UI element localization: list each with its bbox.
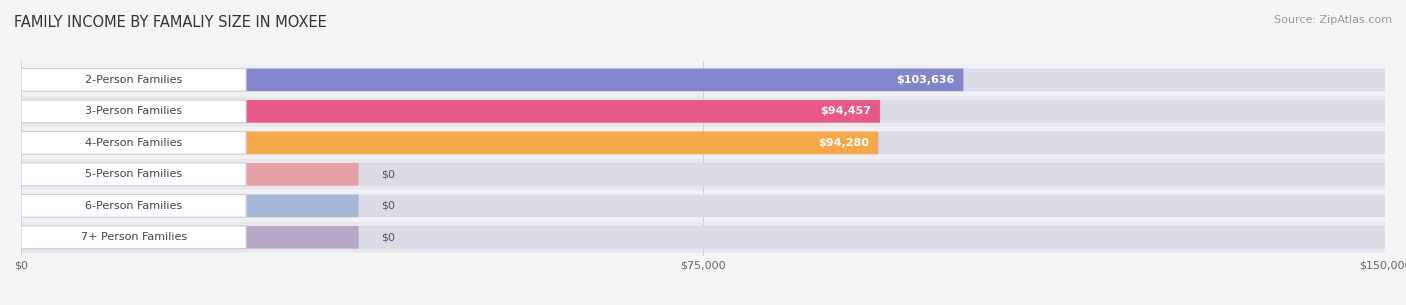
- FancyBboxPatch shape: [21, 100, 880, 123]
- Text: $0: $0: [381, 201, 395, 211]
- FancyBboxPatch shape: [21, 131, 246, 154]
- Text: $103,636: $103,636: [896, 75, 955, 85]
- FancyBboxPatch shape: [21, 131, 1385, 154]
- FancyBboxPatch shape: [21, 100, 1385, 123]
- FancyBboxPatch shape: [21, 127, 1385, 158]
- Text: FAMILY INCOME BY FAMALIY SIZE IN MOXEE: FAMILY INCOME BY FAMALIY SIZE IN MOXEE: [14, 15, 326, 30]
- FancyBboxPatch shape: [21, 195, 246, 217]
- Text: 7+ Person Families: 7+ Person Families: [80, 232, 187, 242]
- FancyBboxPatch shape: [21, 195, 359, 217]
- FancyBboxPatch shape: [21, 163, 359, 186]
- FancyBboxPatch shape: [21, 226, 1385, 249]
- Text: 5-Person Families: 5-Person Families: [84, 169, 183, 179]
- FancyBboxPatch shape: [21, 190, 1385, 221]
- Text: 6-Person Families: 6-Person Families: [84, 201, 183, 211]
- Text: Source: ZipAtlas.com: Source: ZipAtlas.com: [1274, 15, 1392, 25]
- FancyBboxPatch shape: [21, 64, 1385, 95]
- FancyBboxPatch shape: [21, 96, 1385, 127]
- FancyBboxPatch shape: [21, 163, 1385, 186]
- Text: $0: $0: [381, 169, 395, 179]
- FancyBboxPatch shape: [21, 131, 879, 154]
- FancyBboxPatch shape: [21, 222, 1385, 253]
- Text: $94,280: $94,280: [818, 138, 869, 148]
- Text: 3-Person Families: 3-Person Families: [84, 106, 183, 117]
- FancyBboxPatch shape: [21, 226, 359, 249]
- Text: $0: $0: [381, 232, 395, 242]
- FancyBboxPatch shape: [21, 163, 246, 186]
- Text: $94,457: $94,457: [820, 106, 870, 117]
- FancyBboxPatch shape: [21, 100, 246, 123]
- FancyBboxPatch shape: [21, 69, 1385, 91]
- FancyBboxPatch shape: [21, 159, 1385, 190]
- FancyBboxPatch shape: [21, 69, 246, 91]
- Text: 2-Person Families: 2-Person Families: [84, 75, 183, 85]
- FancyBboxPatch shape: [21, 69, 963, 91]
- FancyBboxPatch shape: [21, 226, 246, 249]
- Text: 4-Person Families: 4-Person Families: [84, 138, 183, 148]
- FancyBboxPatch shape: [21, 195, 1385, 217]
